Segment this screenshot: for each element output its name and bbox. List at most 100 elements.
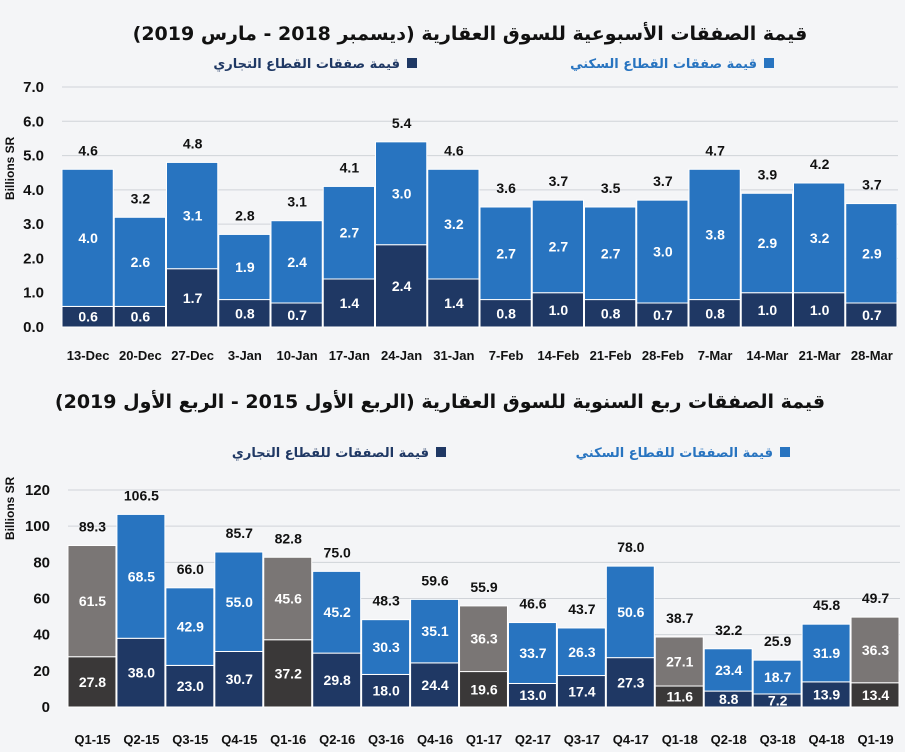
- bar-commercial: [214, 650, 264, 708]
- total-label: 4.2: [810, 156, 830, 172]
- legend: قيمة الصفقات للقطاع السكني قيمة الصفقات …: [232, 446, 790, 461]
- bar-residential: [507, 622, 557, 684]
- value-label-commercial: 38.0: [128, 665, 155, 681]
- y-tick-label: 20: [33, 663, 50, 680]
- total-label: 4.8: [183, 135, 203, 151]
- value-label-residential: 45.2: [324, 604, 351, 620]
- bar-commercial: [556, 675, 606, 708]
- value-label-commercial: 13.0: [519, 687, 546, 703]
- bar-residential: [214, 551, 264, 652]
- x-tick-label: Q3-18: [760, 732, 796, 747]
- value-label-commercial: 1.4: [340, 295, 360, 311]
- bar-residential: [793, 182, 846, 294]
- x-tick-label: 24-Jan: [381, 348, 422, 363]
- value-label-commercial: 0.6: [78, 309, 98, 325]
- value-label-commercial: 19.6: [470, 681, 497, 697]
- bar-residential: [218, 233, 271, 301]
- x-tick-label: 3-Jan: [228, 348, 262, 363]
- bar-commercial: [165, 664, 215, 708]
- value-label-residential: 23.4: [715, 662, 742, 678]
- x-tick-label: 10-Jan: [277, 348, 318, 363]
- total-label: 3.1: [287, 194, 307, 210]
- value-label-commercial: 0.8: [705, 305, 725, 321]
- x-tick-label: Q3-16: [368, 732, 404, 747]
- value-label-residential: 2.9: [862, 245, 882, 261]
- bar-residential: [263, 556, 313, 641]
- total-label: 59.6: [421, 572, 448, 588]
- total-label: 3.7: [549, 173, 569, 189]
- bar-residential: [270, 220, 323, 304]
- bar-commercial: [361, 673, 411, 708]
- x-tick-label: 13-Dec: [67, 348, 110, 363]
- bar-residential: [636, 199, 689, 304]
- total-label: 46.6: [519, 596, 546, 612]
- bar-commercial: [531, 292, 584, 328]
- bar-residential: [113, 216, 166, 307]
- total-label: 3.2: [131, 190, 151, 206]
- bar-commercial: [688, 299, 741, 328]
- y-tick-label: 100: [25, 518, 50, 535]
- total-label: 4.7: [705, 142, 725, 158]
- total-label: 89.3: [79, 519, 106, 535]
- total-label: 78.0: [617, 539, 644, 555]
- total-label: 3.7: [653, 173, 673, 189]
- value-label-commercial: 7.2: [768, 692, 788, 708]
- value-label-commercial: 24.4: [421, 677, 448, 693]
- bar-residential: [740, 192, 793, 294]
- value-label-commercial: 1.0: [810, 302, 830, 318]
- value-label-commercial: 17.4: [568, 683, 595, 699]
- value-label-commercial: 18.0: [372, 683, 399, 699]
- value-label-commercial: 0.8: [496, 305, 516, 321]
- x-tick-label: Q2-15: [123, 732, 159, 747]
- bar-residential: [801, 623, 851, 683]
- bar-commercial: [845, 302, 898, 328]
- x-tick-label: 14-Mar: [746, 348, 788, 363]
- total-label: 49.7: [862, 590, 889, 606]
- weekly-chart: قيمة الصفقات الأسبوعية للسوق العقارية (د…: [3, 22, 898, 363]
- x-tick-label: 7-Mar: [698, 348, 733, 363]
- value-label-residential: 3.2: [810, 230, 830, 246]
- bar-commercial: [584, 299, 637, 328]
- bar-commercial: [270, 302, 323, 328]
- value-label-commercial: 8.8: [719, 691, 739, 707]
- value-label-residential: 18.7: [764, 669, 791, 685]
- bar-residential: [584, 206, 637, 301]
- total-label: 4.1: [340, 159, 360, 175]
- legend-swatch-commercial: [436, 447, 446, 457]
- bar-residential: [322, 185, 375, 280]
- value-label-commercial: 0.6: [131, 309, 151, 325]
- x-tick-label: Q1-16: [270, 732, 306, 747]
- bar-residential: [165, 587, 215, 666]
- total-label: 3.5: [601, 180, 621, 196]
- bar-residential: [361, 619, 411, 675]
- value-label-commercial: 0.8: [601, 305, 621, 321]
- total-label: 38.7: [666, 610, 693, 626]
- total-label: 55.9: [470, 579, 497, 595]
- bar-residential: [845, 203, 898, 304]
- total-label: 48.3: [372, 593, 399, 609]
- bar-residential: [427, 168, 480, 280]
- value-label-commercial: 1.0: [758, 302, 778, 318]
- value-label-residential: 61.5: [79, 593, 106, 609]
- value-label-residential: 3.0: [392, 185, 412, 201]
- y-tick-label: 120: [25, 482, 50, 499]
- bar-residential: [556, 627, 606, 677]
- bar-residential: [116, 513, 166, 639]
- bar-commercial: [740, 292, 793, 328]
- x-tick-label: 28-Mar: [851, 348, 893, 363]
- value-label-commercial: 1.0: [549, 302, 569, 318]
- value-label-residential: 36.3: [470, 631, 497, 647]
- legend-commercial: قيمة الصفقات للقطاع التجاري: [232, 446, 429, 461]
- x-tick-label: Q3-15: [172, 732, 208, 747]
- bar-commercial: [427, 278, 480, 328]
- x-tick-label: 21-Feb: [590, 348, 632, 363]
- bar-residential: [67, 545, 117, 658]
- total-label: 3.6: [496, 180, 516, 196]
- bar-residential: [459, 605, 508, 673]
- bar-commercial: [459, 671, 508, 708]
- value-label-commercial: 11.6: [667, 689, 694, 705]
- bar-residential: [531, 199, 584, 294]
- y-tick-label: 5.0: [23, 148, 44, 165]
- x-tick-label: Q4-15: [221, 732, 257, 747]
- total-label: 25.9: [764, 633, 791, 649]
